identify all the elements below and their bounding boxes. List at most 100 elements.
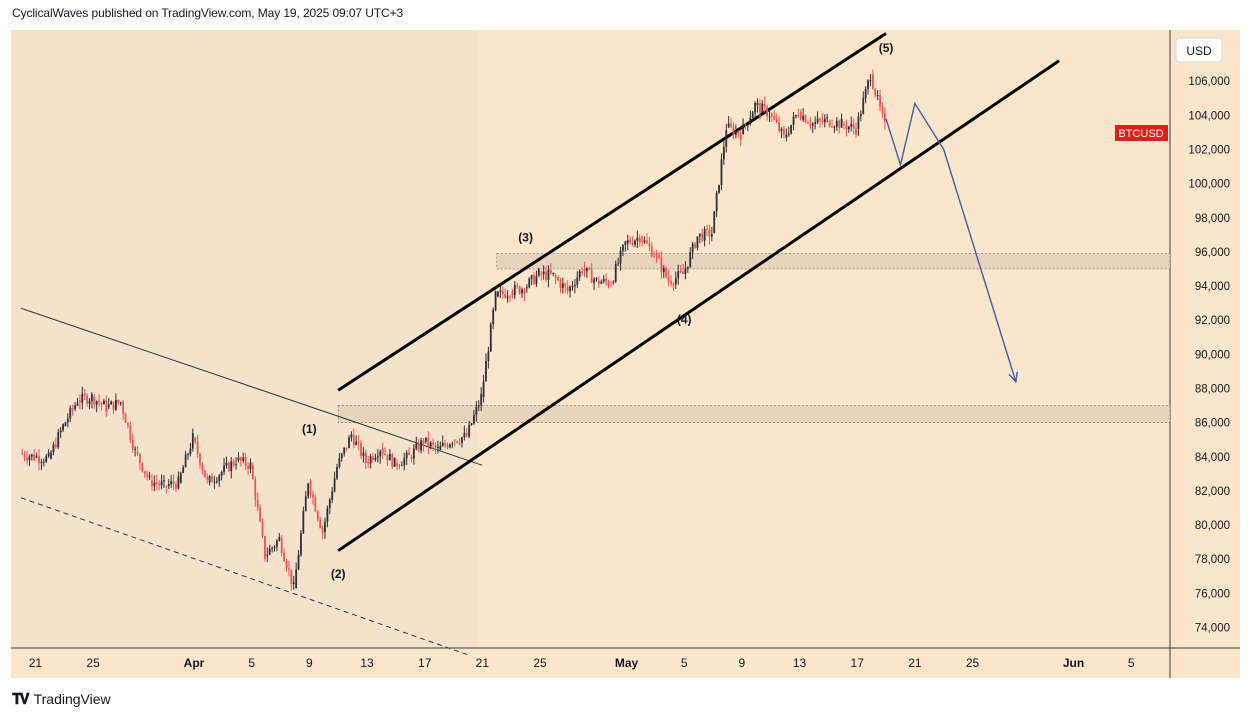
candle-body xyxy=(696,236,699,248)
candle xyxy=(763,96,766,113)
candle xyxy=(674,271,677,289)
candle xyxy=(749,110,752,126)
candle xyxy=(405,450,408,466)
candle xyxy=(737,130,740,138)
candle xyxy=(732,122,735,140)
unit-label-box[interactable] xyxy=(1175,37,1223,63)
candle xyxy=(155,474,158,491)
candle xyxy=(247,462,249,476)
candle xyxy=(127,422,129,429)
candle-body xyxy=(148,475,151,477)
candle xyxy=(855,122,857,138)
candle-body xyxy=(715,192,718,212)
candle-body xyxy=(331,491,334,500)
candle-body xyxy=(797,115,800,117)
x-tick-label: 9 xyxy=(306,656,313,670)
candle xyxy=(703,226,706,247)
candle-body xyxy=(119,402,122,404)
candle xyxy=(316,510,319,522)
candle xyxy=(78,394,81,410)
candle xyxy=(292,575,295,590)
candle xyxy=(103,398,105,405)
candle-body xyxy=(557,277,559,281)
candle xyxy=(528,277,531,289)
candle xyxy=(206,473,209,484)
candle-body xyxy=(266,554,269,556)
candle xyxy=(746,123,749,132)
candle-body xyxy=(302,511,305,533)
candle xyxy=(595,277,598,282)
candle xyxy=(95,400,98,413)
candle-body xyxy=(88,401,91,404)
candle xyxy=(694,241,696,250)
candle-body xyxy=(153,482,156,487)
candle-body xyxy=(826,117,829,119)
candle-body xyxy=(172,481,175,485)
candle-body xyxy=(50,452,52,459)
candle-body xyxy=(78,400,81,403)
candle xyxy=(874,87,877,98)
candle xyxy=(766,104,769,121)
candle-body xyxy=(583,269,586,272)
candle xyxy=(487,346,490,369)
candle-body xyxy=(643,240,646,243)
candle-body xyxy=(451,443,454,445)
candle-body xyxy=(662,267,665,273)
wave-label-2: (2) xyxy=(331,567,346,581)
candle-body xyxy=(811,123,814,126)
candle-body xyxy=(191,433,194,449)
candle xyxy=(641,235,644,247)
wave-label-4: (4) xyxy=(677,313,692,327)
candle-body xyxy=(52,444,55,453)
candle xyxy=(163,475,165,488)
candle xyxy=(807,120,809,125)
candle xyxy=(434,442,437,455)
candle-body xyxy=(749,117,752,125)
candle-body xyxy=(710,234,713,237)
candle-body xyxy=(319,519,322,529)
candle xyxy=(646,233,648,245)
candle-body xyxy=(689,252,692,267)
candle xyxy=(631,236,634,247)
candle xyxy=(650,241,653,258)
candle xyxy=(648,237,651,252)
candle xyxy=(679,265,682,274)
candle-body xyxy=(408,452,410,455)
candle xyxy=(422,438,425,452)
candle xyxy=(727,116,730,129)
candle-body xyxy=(708,229,711,237)
candle xyxy=(843,121,845,130)
candle xyxy=(879,90,881,112)
candle xyxy=(165,485,168,494)
candle xyxy=(364,449,367,470)
candle xyxy=(525,284,528,293)
candle-body xyxy=(364,452,367,463)
candle-body xyxy=(360,442,362,457)
candle xyxy=(26,450,28,465)
candle xyxy=(254,476,257,507)
candle-body xyxy=(388,454,391,461)
candle-body xyxy=(367,461,370,464)
candle xyxy=(427,431,430,455)
candle xyxy=(110,400,113,405)
candle-body xyxy=(203,470,206,478)
candle xyxy=(261,518,264,538)
candle-body xyxy=(220,472,223,476)
candle xyxy=(864,86,867,104)
x-tick-label: May xyxy=(615,656,639,670)
candle-body xyxy=(807,122,809,124)
candle xyxy=(57,428,60,450)
candle xyxy=(588,266,591,271)
candle xyxy=(232,458,235,468)
candle xyxy=(297,549,300,570)
candle-body xyxy=(57,432,60,448)
candle xyxy=(626,234,629,251)
candle xyxy=(722,139,725,166)
candle-body xyxy=(554,275,557,278)
candle-body xyxy=(100,402,103,405)
candle-body xyxy=(564,283,567,287)
candle-body xyxy=(45,456,48,462)
candle-body xyxy=(631,242,634,245)
candle-body xyxy=(206,477,209,480)
